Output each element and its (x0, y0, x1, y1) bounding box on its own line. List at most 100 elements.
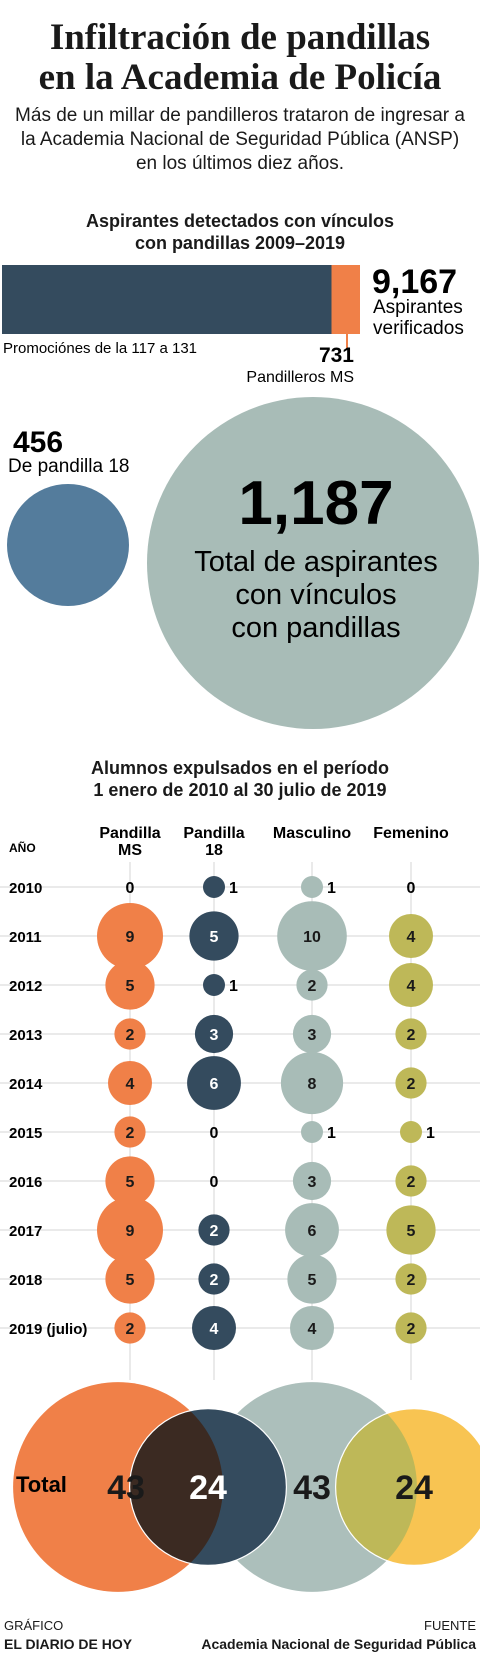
subtitle-line-2: la Academia Nacional de Seguridad Públic… (20, 129, 460, 150)
bubble (203, 974, 225, 996)
value-label: 2 (407, 1174, 416, 1191)
subtitle-line-1: Más de un millar de pandilleros trataron… (15, 105, 465, 126)
value-label: 5 (407, 1223, 416, 1240)
footer-source-label: FUENTE (424, 1618, 476, 1633)
value-label: 5 (126, 1174, 135, 1191)
value-label: 2 (126, 1321, 135, 1338)
bubble (187, 1056, 241, 1110)
bubble (192, 1306, 236, 1350)
bubble (277, 901, 347, 971)
bar-ms-value: 731 (319, 344, 354, 367)
bubble (389, 963, 433, 1007)
value-label: 8 (308, 1076, 317, 1093)
value-label: 2 (407, 1321, 416, 1338)
total-value: 43 (293, 1469, 331, 1507)
bubble-big-value: 1,187 (238, 469, 393, 538)
bubble (280, 1051, 344, 1115)
bubble (301, 876, 323, 898)
year-label: 2015 (9, 1125, 42, 1142)
value-label: 2 (210, 1272, 219, 1289)
bubble (203, 876, 225, 898)
grid-title-line-2: 1 enero de 2010 al 30 julio de 2019 (93, 780, 387, 800)
bubble (97, 1197, 163, 1263)
year-label: 2012 (9, 978, 42, 995)
value-label: 3 (308, 1174, 317, 1191)
bubble (285, 1203, 339, 1257)
value-label: 2 (126, 1027, 135, 1044)
year-label: 2014 (9, 1076, 43, 1093)
value-label: 2 (308, 978, 317, 995)
bubble (108, 1061, 152, 1105)
bar-left-label: Promociónes de la 117 a 131 (3, 340, 197, 357)
bubble (97, 903, 163, 969)
value-label: 0 (210, 1125, 219, 1142)
bubble (189, 911, 239, 961)
bar-ms-label: Pandilleros MS (246, 369, 354, 386)
value-label: 5 (126, 978, 135, 995)
bar-total-label-1: Aspirantes (373, 297, 463, 318)
value-label: 2 (126, 1125, 135, 1142)
value-label: 2 (407, 1272, 416, 1289)
bubble (287, 1254, 337, 1304)
column-header-1: Pandilla 18 (183, 825, 244, 859)
year-header: AÑO (9, 840, 36, 855)
total-value: 24 (395, 1469, 433, 1507)
bar-total-value: 9,167 (372, 263, 457, 301)
bubble-small-label: De pandilla 18 (8, 456, 129, 477)
value-label: 5 (210, 929, 219, 946)
bubble (395, 1312, 427, 1344)
page-title: Infiltración de pandillas en la Academia… (0, 18, 480, 98)
bubble (292, 1161, 332, 1201)
year-label: 2017 (9, 1223, 42, 1240)
total-label: Total (16, 1472, 67, 1497)
bubble-total-aspirantes (147, 397, 479, 729)
bubble-small-value: 456 (13, 426, 63, 459)
bar-total-label-2: verificados (373, 318, 464, 339)
footer-credit-name: EL DIARIO DE HOY (4, 1636, 133, 1652)
title-line-2: en la Academia de Policía (38, 57, 442, 98)
bar-section-title: Aspirantes detectados con vínculos con p… (0, 210, 480, 254)
value-label: 0 (407, 880, 416, 897)
bar-segment-promociones (2, 265, 332, 334)
grid-section-title: Alumnos expulsados en el período 1 enero… (0, 757, 480, 801)
year-label: 2016 (9, 1174, 42, 1191)
bubble (198, 1263, 230, 1295)
value-label: 5 (308, 1272, 317, 1289)
overlap-femenino-masculino (335, 1408, 417, 1566)
value-label: 0 (210, 1174, 219, 1191)
total-value: 24 (189, 1469, 227, 1507)
value-label: 2 (407, 1076, 416, 1093)
bar-segment-ms (331, 265, 360, 334)
bubble (389, 914, 433, 958)
value-label: 1 (327, 880, 336, 897)
page-subtitle: Más de un millar de pandilleros trataron… (0, 104, 480, 176)
value-label: 1 (229, 978, 238, 995)
bubble (290, 1306, 334, 1350)
bubble (395, 1263, 427, 1295)
bubble (194, 1014, 234, 1054)
footer-source: FUENTE Academia Nacional de Seguridad Pú… (201, 1617, 476, 1653)
bubble-big-label-1: Total de aspirantes (194, 546, 437, 578)
bubble (395, 1067, 427, 1099)
bubble (395, 1165, 427, 1197)
footer-credit: GRÁFICO EL DIARIO DE HOY (4, 1617, 132, 1653)
bubble-big-label-2: con vínculos (235, 579, 396, 611)
footer-source-name: Academia Nacional de Seguridad Pública (201, 1636, 476, 1652)
value-label: 3 (210, 1027, 219, 1044)
total-bubble-femenino-outline (335, 1408, 480, 1566)
bubble (114, 1018, 146, 1050)
value-label: 10 (303, 929, 321, 946)
overlap-ms-18 (129, 1408, 223, 1566)
bar-title-line-2: con pandillas 2009–2019 (134, 233, 346, 253)
value-label: 1 (426, 1125, 435, 1142)
footer-credit-label: GRÁFICO (4, 1618, 64, 1633)
column-header-2: Masculino (273, 825, 351, 842)
value-label: 9 (126, 1223, 135, 1240)
bubble (301, 1121, 323, 1143)
bubble (386, 1205, 436, 1255)
total-value: 43 (107, 1469, 145, 1507)
value-label: 2 (210, 1223, 219, 1240)
year-label: 2010 (9, 880, 42, 897)
value-label: 9 (126, 929, 135, 946)
